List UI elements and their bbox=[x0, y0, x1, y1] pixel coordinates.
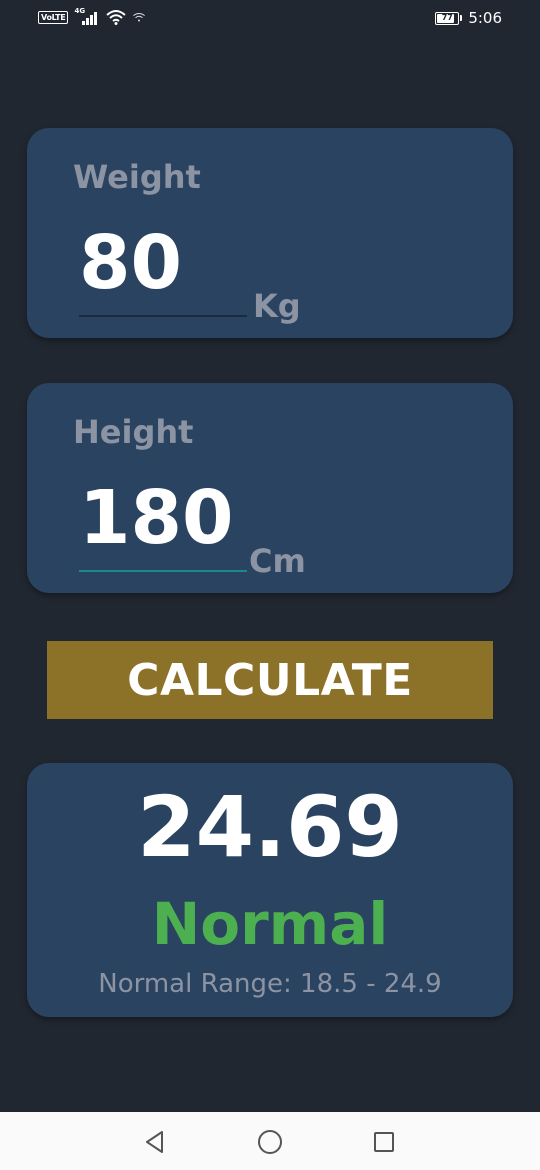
wifi-secondary-icon bbox=[133, 13, 146, 22]
triangle-back-icon bbox=[146, 1131, 163, 1153]
square-recents-icon bbox=[374, 1132, 394, 1152]
battery-icon: 77 bbox=[435, 11, 460, 25]
system-nav-bar bbox=[0, 1112, 540, 1170]
weight-label: Weight bbox=[73, 158, 201, 196]
result-card: 24.69 Normal Normal Range: 18.5 - 24.9 bbox=[27, 763, 513, 1017]
height-unit: Cm bbox=[249, 542, 306, 580]
calculate-button[interactable]: CALCULATE bbox=[47, 641, 493, 719]
network-type-label: 4G bbox=[74, 7, 86, 15]
bmi-category: Normal bbox=[151, 890, 389, 958]
nav-recents-button[interactable] bbox=[370, 1128, 398, 1156]
status-time: 5:06 bbox=[468, 9, 502, 27]
circle-home-icon bbox=[258, 1130, 282, 1154]
height-card: Height 180 Cm bbox=[27, 383, 513, 593]
weight-card: Weight 80 Kg bbox=[27, 128, 513, 338]
battery-tip bbox=[460, 15, 463, 21]
height-input-underline bbox=[79, 570, 247, 572]
bmi-value: 24.69 bbox=[137, 778, 403, 876]
status-left: VoLTE 4G bbox=[38, 7, 146, 25]
wifi-icon bbox=[106, 10, 127, 25]
cellular-signal-icon: 4G bbox=[74, 7, 100, 25]
nav-home-button[interactable] bbox=[256, 1128, 284, 1156]
status-right: 77 5:06 bbox=[435, 9, 502, 27]
nav-back-button[interactable] bbox=[141, 1128, 169, 1156]
bmi-normal-range: Normal Range: 18.5 - 24.9 bbox=[98, 969, 442, 999]
weight-unit: Kg bbox=[253, 287, 301, 325]
weight-input[interactable]: 80 bbox=[79, 220, 182, 306]
volte-icon: VoLTE bbox=[38, 10, 69, 24]
height-input[interactable]: 180 bbox=[79, 475, 234, 561]
weight-input-underline bbox=[79, 315, 247, 317]
height-label: Height bbox=[73, 413, 194, 451]
battery-level: 77 bbox=[441, 12, 453, 22]
status-bar: VoLTE 4G 77 5:06 bbox=[0, 0, 540, 38]
